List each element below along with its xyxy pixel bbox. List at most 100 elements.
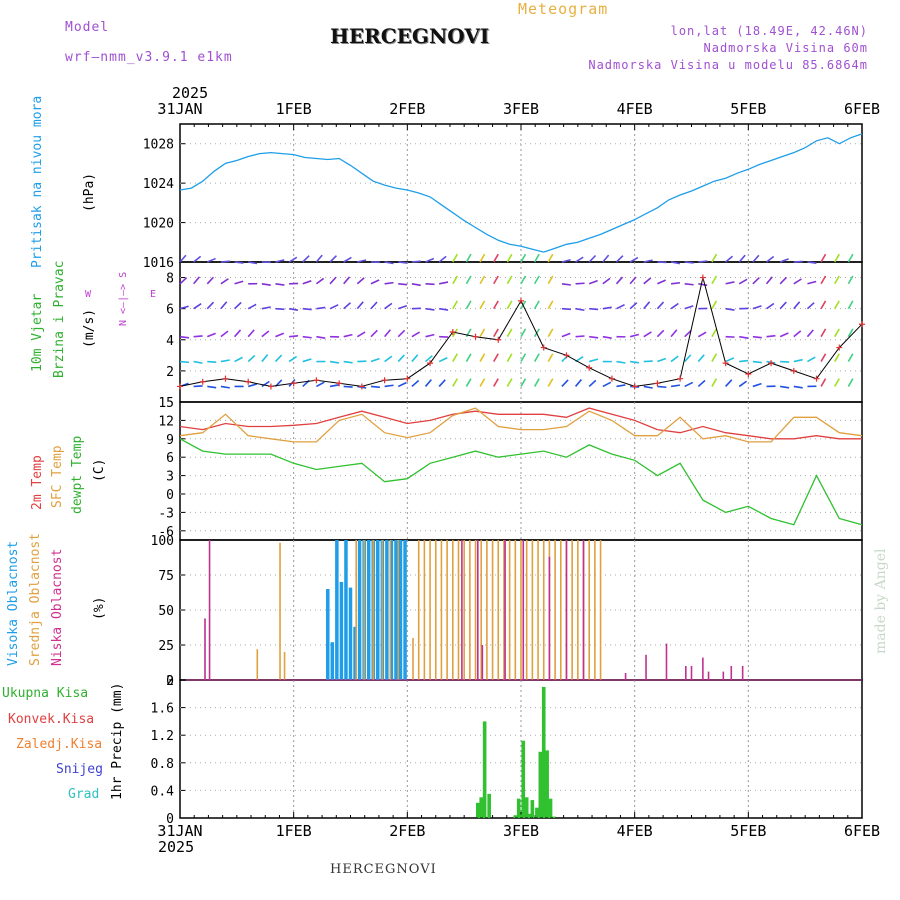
wind-barb — [834, 328, 840, 338]
cloud-bar-1 — [537, 540, 539, 680]
wind-barb — [711, 300, 718, 310]
wind-barb — [343, 360, 353, 364]
wind-barb — [207, 385, 217, 389]
wind-barb — [684, 305, 694, 310]
cloud-bar-1 — [446, 540, 448, 680]
pressure-line — [179, 133, 863, 253]
wind-barb — [261, 306, 271, 310]
y-tick-label: 2 — [166, 365, 174, 380]
wind-barb — [588, 379, 597, 388]
day-label-top: 3FEB — [503, 100, 539, 118]
cloud-bar-2 — [565, 540, 568, 680]
wind-barb — [698, 282, 708, 287]
wind-barb — [589, 307, 599, 311]
wind-barb — [779, 276, 788, 285]
wind-barb — [452, 275, 458, 285]
wind-barb — [206, 332, 216, 338]
wind-barb — [479, 378, 486, 387]
y-tick-label: 12 — [158, 414, 174, 429]
wind-barb — [220, 385, 230, 389]
wind-barb — [697, 331, 707, 338]
day-label-bottom: 5FEB — [730, 822, 766, 840]
wind-barb — [820, 328, 827, 338]
precip-bar — [545, 750, 549, 818]
wind-barb — [657, 357, 667, 363]
wind-barb — [670, 329, 678, 338]
day-label-top: 2FEB — [389, 100, 425, 118]
y-tick-label: 9 — [166, 433, 174, 448]
cloud-bar-1 — [381, 540, 384, 680]
y-tick-label: -3 — [158, 506, 174, 521]
wind-barb — [193, 255, 202, 263]
wind-gust-marker — [358, 383, 365, 390]
wind-barb — [411, 260, 421, 263]
precip-bar — [524, 797, 529, 818]
wind-barb — [179, 277, 188, 285]
cloud-bar-1 — [440, 540, 443, 680]
wind-barb — [547, 253, 554, 263]
wind-barb — [725, 281, 735, 285]
wind-barb — [452, 300, 458, 310]
wind-barb — [684, 329, 692, 338]
wind-barb — [370, 329, 378, 338]
wind-barb — [274, 354, 283, 363]
wind-barb — [315, 277, 325, 285]
cloud-bar-2 — [522, 540, 525, 680]
wind-barb — [384, 302, 393, 310]
wind-barb — [384, 384, 394, 388]
day-label-bottom: 6FEB — [844, 822, 880, 840]
precip-bar — [521, 740, 526, 818]
y-tick-label: 100 — [151, 534, 174, 549]
wind-barb — [506, 378, 513, 387]
wind-barb — [643, 331, 652, 338]
cloud-bar-0 — [376, 540, 380, 680]
wind-barb — [656, 329, 665, 338]
wind-barb — [752, 335, 762, 339]
wind-barb — [589, 335, 599, 339]
wind-barb — [438, 379, 446, 387]
wind-barb — [261, 380, 270, 388]
cloud-bar-1 — [486, 540, 488, 680]
model-label: Model — [65, 20, 110, 35]
wind-barb — [684, 381, 694, 388]
wind-barb — [616, 303, 625, 310]
wind-barb — [533, 253, 540, 263]
wind-barb — [247, 329, 255, 338]
precip-bar — [516, 798, 521, 818]
y-tick-label: 75 — [158, 569, 174, 584]
cloud-bar-1 — [283, 652, 286, 680]
wind-barb — [711, 253, 718, 263]
wind-barb — [533, 275, 540, 285]
wind-gust-marker — [654, 380, 661, 387]
wind-barb — [725, 379, 733, 387]
y-tick-label: 25 — [158, 639, 174, 654]
wind-barb — [302, 335, 312, 339]
wind-barb — [384, 261, 394, 265]
day-label-bottom: 3FEB — [503, 822, 539, 840]
y-tick-label: 1.2 — [151, 729, 174, 744]
day-label-bottom: 2FEB — [389, 822, 425, 840]
cloud-bar-1 — [423, 540, 426, 680]
cloud-bar-1 — [542, 540, 545, 680]
wind-barb — [533, 378, 540, 387]
cloud-bar-1 — [279, 542, 281, 680]
wind-barb — [397, 329, 406, 338]
wind-barb — [261, 282, 271, 286]
wind-barb — [356, 331, 366, 338]
cloud-bar-2 — [707, 671, 710, 680]
wind-barb — [697, 379, 706, 388]
temp-line-1 — [179, 407, 863, 443]
wind-barb — [206, 301, 215, 310]
year-top: 2025 — [172, 84, 209, 102]
wind-barb — [465, 353, 472, 362]
wind-barb — [384, 281, 394, 285]
wind-barb — [711, 353, 718, 362]
precip-bar — [548, 798, 553, 818]
wind-barb — [806, 302, 815, 310]
wind-barb — [479, 275, 486, 285]
cloud-bar-2 — [204, 618, 206, 680]
wind-barb — [752, 382, 762, 388]
y-tick-label: 1028 — [143, 138, 174, 153]
cloud-bar-1 — [525, 540, 528, 680]
wind-barb — [574, 379, 582, 387]
